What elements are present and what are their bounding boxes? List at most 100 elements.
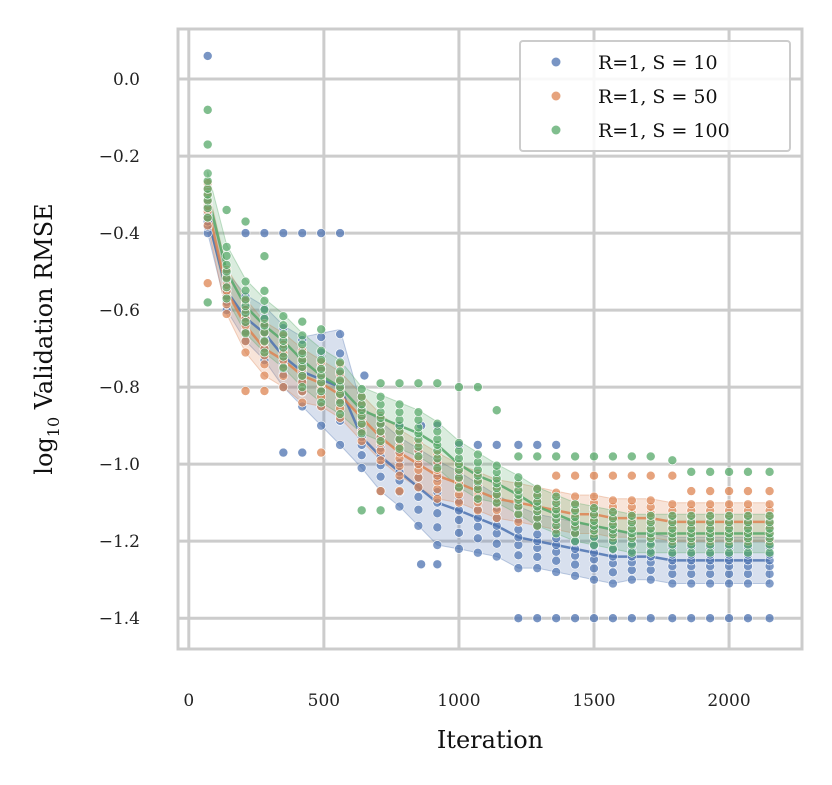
data-point: [356, 384, 367, 394]
data-point: [743, 467, 753, 477]
data-point: [316, 386, 326, 397]
data-point: [316, 447, 326, 458]
data-point: [413, 451, 424, 462]
data-point: [432, 559, 443, 570]
data-point: [278, 228, 289, 238]
data-point: [375, 486, 386, 496]
data-point: [335, 348, 345, 359]
data-point: [259, 347, 270, 358]
data-point: [259, 251, 270, 262]
data-point: [432, 508, 443, 519]
data-point: [667, 455, 678, 466]
data-point: [608, 495, 618, 506]
data-point: [278, 371, 289, 381]
data-point: [375, 436, 386, 446]
data-point: [764, 547, 775, 558]
data-point: [627, 470, 637, 481]
data-point: [432, 463, 443, 473]
y-tick-labels: 0.0 −0.2 −0.4 −0.6 −0.8 −1.0 −1.2 −1.4: [99, 70, 140, 629]
data-point: [764, 578, 775, 589]
data-point: [413, 407, 424, 417]
data-point: [221, 205, 232, 215]
data-point: [513, 509, 524, 520]
x-tick-labels: 0 500 1000 1500 2000: [183, 691, 750, 711]
data-point: [532, 552, 543, 562]
data-point: [454, 438, 464, 448]
data-point: [589, 470, 599, 481]
data-point: [259, 370, 270, 381]
data-point: [278, 447, 289, 458]
data-point: [589, 503, 599, 513]
data-point: [570, 499, 580, 510]
data-point: [513, 451, 524, 462]
data-point: [491, 440, 502, 450]
data-point: [608, 470, 618, 481]
x-tick-label: 1000: [437, 691, 480, 711]
data-point: [532, 484, 543, 494]
data-point: [335, 366, 345, 377]
data-point: [473, 521, 483, 532]
y-tick-label: −1.2: [99, 532, 140, 552]
data-point: [335, 409, 345, 419]
data-point: [240, 285, 251, 296]
data-point: [686, 486, 697, 496]
data-point: [335, 440, 345, 450]
data-point: [667, 613, 678, 623]
data-point: [532, 563, 543, 573]
data-point: [278, 311, 289, 322]
x-tick-label: 1500: [572, 691, 615, 711]
data-point: [743, 499, 753, 510]
data-point: [335, 398, 345, 408]
data-point: [297, 339, 308, 350]
data-point: [645, 495, 656, 506]
legend-marker-s50: [551, 91, 561, 101]
data-point: [645, 451, 656, 462]
y-axis-label-base: log: [30, 437, 58, 475]
data-point: [645, 511, 656, 521]
data-points: [202, 51, 775, 623]
data-point: [627, 613, 637, 623]
data-point: [705, 511, 715, 521]
data-point: [551, 567, 561, 577]
data-point: [202, 139, 213, 150]
legend: R=1, S = 10 R=1, S = 50 R=1, S = 100: [519, 40, 791, 152]
data-point: [724, 486, 734, 496]
data-point: [278, 351, 289, 362]
data-point: [645, 470, 656, 481]
data-point: [297, 348, 308, 359]
data-point: [413, 378, 424, 389]
data-point: [240, 294, 251, 305]
data-point: [432, 418, 443, 429]
x-tick-label: 0: [183, 691, 194, 711]
data-point: [202, 51, 213, 61]
data-point: [316, 324, 326, 335]
data-point: [589, 613, 599, 623]
data-point: [705, 613, 715, 623]
data-point: [686, 467, 697, 477]
data-point: [570, 536, 580, 546]
data-point: [297, 228, 308, 238]
data-point: [724, 547, 734, 558]
data-point: [724, 578, 734, 589]
data-point: [454, 515, 464, 525]
data-point: [432, 522, 443, 533]
data-point: [375, 378, 386, 389]
data-point: [240, 276, 251, 287]
data-point: [394, 470, 405, 481]
data-point: [705, 547, 715, 558]
data-point: [316, 355, 326, 365]
data-point: [278, 329, 289, 339]
data-point: [491, 513, 502, 523]
data-point: [513, 440, 524, 450]
x-tick-label: 2000: [707, 691, 750, 711]
data-point: [454, 528, 464, 538]
legend-marker-s10: [551, 57, 561, 67]
data-point: [394, 443, 405, 454]
data-point: [667, 547, 678, 558]
data-point: [413, 504, 424, 515]
data-point: [473, 533, 483, 544]
data-point: [627, 574, 637, 585]
data-point: [491, 497, 502, 508]
data-point: [202, 278, 213, 288]
data-point: [724, 499, 734, 510]
